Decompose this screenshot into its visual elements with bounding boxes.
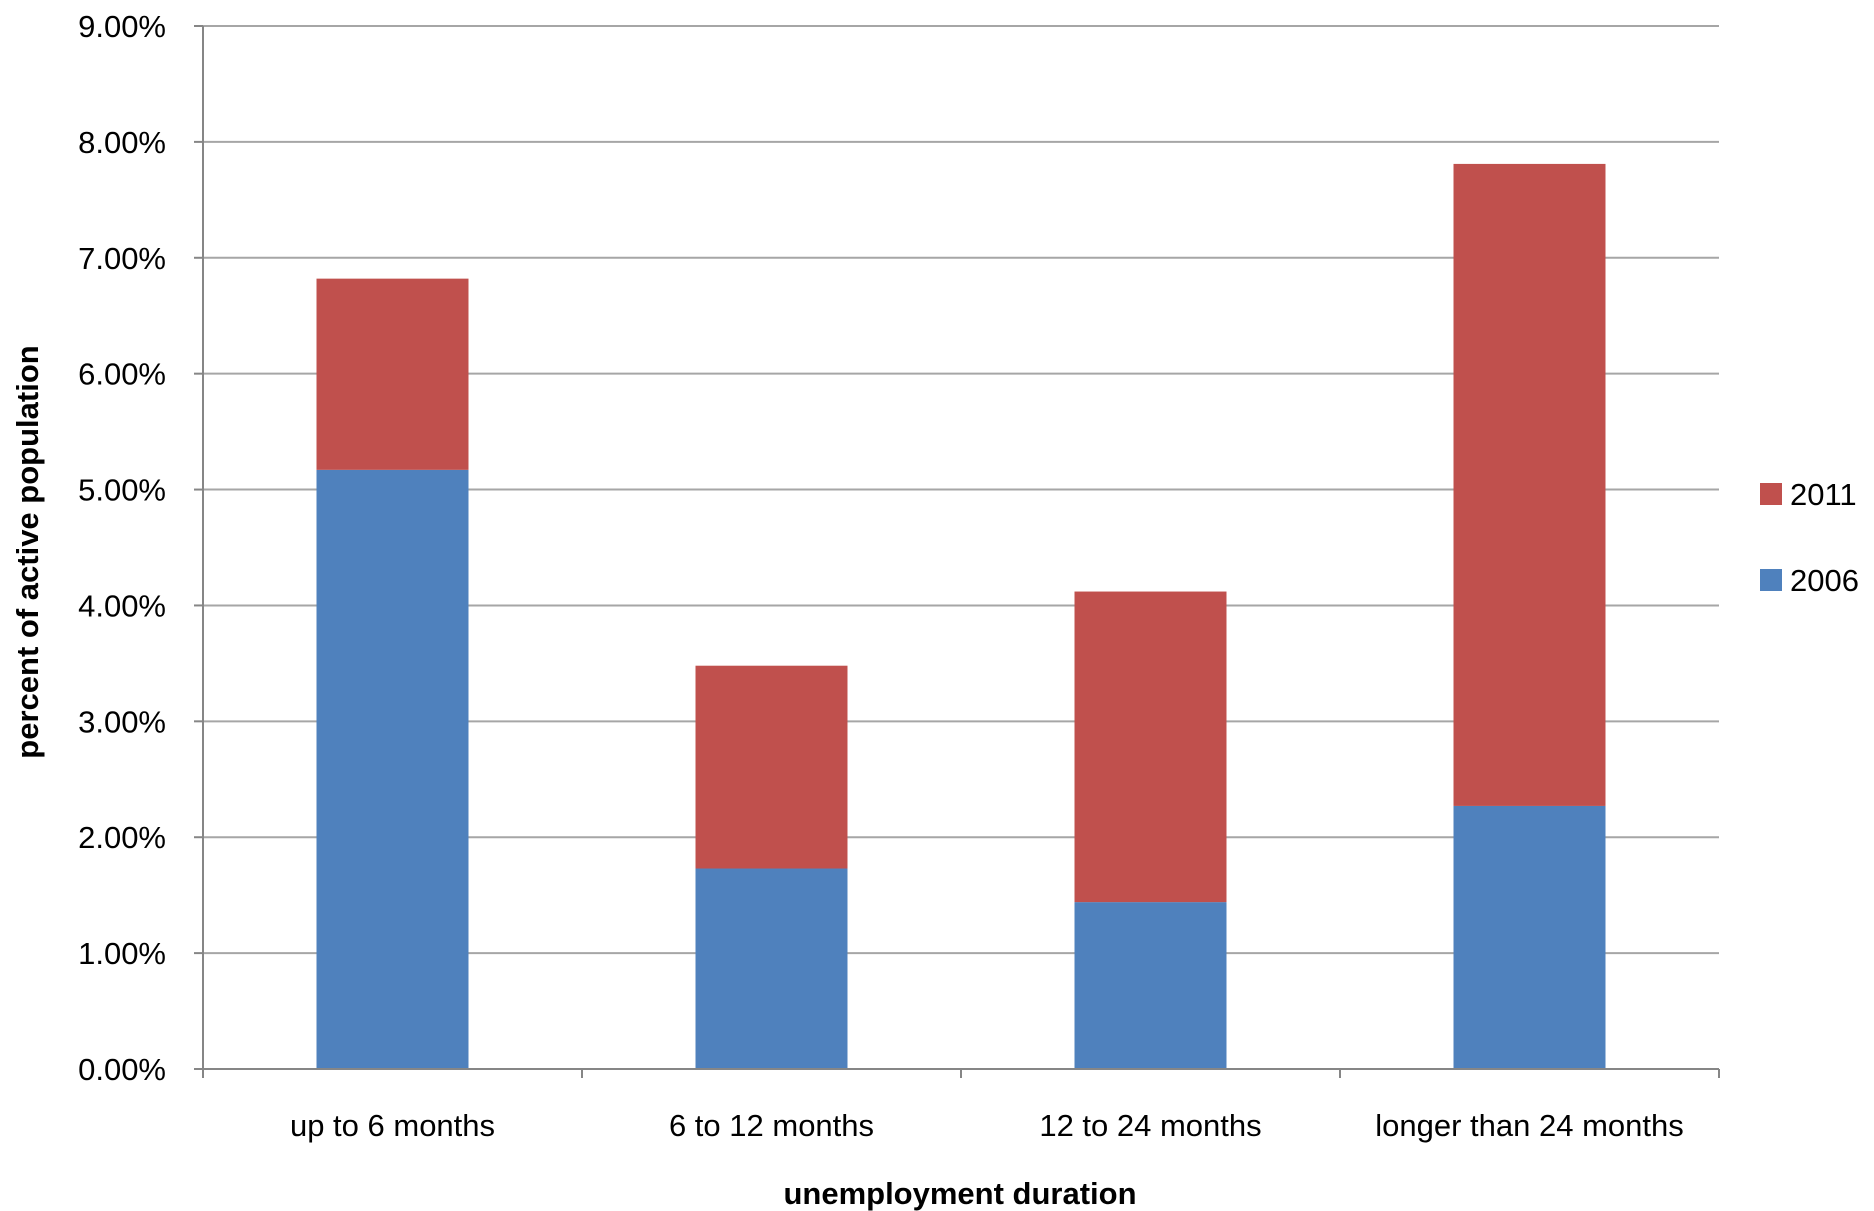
bar-2011-3 bbox=[1453, 163, 1606, 806]
y-tick-labels: 0.00% 1.00% 2.00% 3.00% 4.00% 5.00% 6.00% 7.00%… bbox=[78, 9, 166, 1087]
y-tick-label: 7.00% bbox=[78, 241, 166, 276]
bar-2006-0 bbox=[316, 469, 469, 1069]
y-axis-title: percent of active population bbox=[10, 345, 45, 758]
y-tick-label: 8.00% bbox=[78, 125, 166, 160]
y-tick-label: 1.00% bbox=[78, 936, 166, 971]
y-tick-label: 2.00% bbox=[78, 820, 166, 855]
y-tick-label: 0.00% bbox=[78, 1052, 166, 1087]
y-tick-label: 3.00% bbox=[78, 704, 166, 739]
y-tick-label: 4.00% bbox=[78, 588, 166, 623]
bar-2006-3 bbox=[1453, 805, 1606, 1069]
legend-label-2006: 2006 bbox=[1790, 563, 1859, 598]
x-tick-label: 12 to 24 months bbox=[1039, 1108, 1261, 1143]
bar-2011-0 bbox=[316, 278, 469, 470]
legend-label-2011: 2011 bbox=[1790, 477, 1857, 512]
y-tick-label: 9.00% bbox=[78, 9, 166, 44]
legend: 2011 2006 bbox=[1760, 477, 1859, 598]
bar-2006-1 bbox=[695, 868, 848, 1069]
legend-swatch-2006 bbox=[1760, 569, 1782, 591]
x-tick-label: up to 6 months bbox=[290, 1108, 495, 1143]
bars bbox=[316, 163, 1606, 1069]
x-tick-labels: up to 6 months 6 to 12 months 12 to 24 mon… bbox=[290, 1108, 1684, 1143]
x-tick-label: longer than 24 months bbox=[1375, 1108, 1684, 1143]
bar-2011-2 bbox=[1074, 591, 1227, 903]
bar-2011-1 bbox=[695, 665, 848, 869]
y-tick-label: 6.00% bbox=[78, 357, 166, 392]
y-tick-label: 5.00% bbox=[78, 473, 166, 508]
axes bbox=[194, 25, 1720, 1078]
bar-2006-2 bbox=[1074, 902, 1227, 1069]
legend-swatch-2011 bbox=[1760, 483, 1782, 505]
x-tick-label: 6 to 12 months bbox=[669, 1108, 874, 1143]
x-axis-title: unemployment duration bbox=[783, 1176, 1136, 1211]
